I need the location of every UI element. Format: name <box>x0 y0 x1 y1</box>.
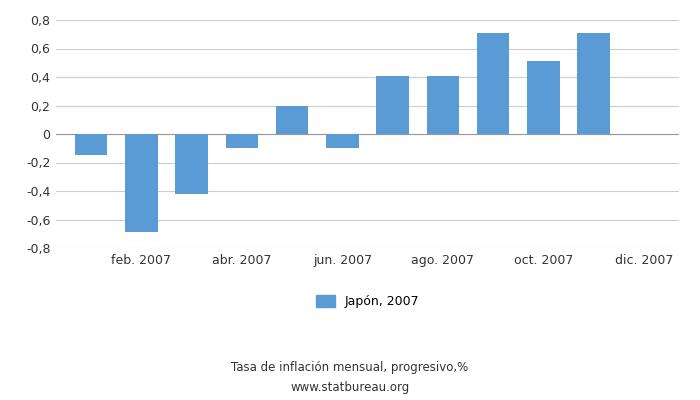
Bar <box>75 134 108 155</box>
Bar <box>527 61 560 134</box>
Bar <box>326 134 358 148</box>
Text: Tasa de inflación mensual, progresivo,%: Tasa de inflación mensual, progresivo,% <box>232 362 468 374</box>
Bar <box>426 76 459 134</box>
Bar <box>377 76 409 134</box>
Bar <box>125 134 158 232</box>
Text: www.statbureau.org: www.statbureau.org <box>290 382 410 394</box>
Bar <box>225 134 258 148</box>
Legend: Japón, 2007: Japón, 2007 <box>316 295 419 308</box>
Bar <box>477 33 510 134</box>
Bar <box>276 106 309 134</box>
Bar <box>578 33 610 134</box>
Bar <box>175 134 208 194</box>
